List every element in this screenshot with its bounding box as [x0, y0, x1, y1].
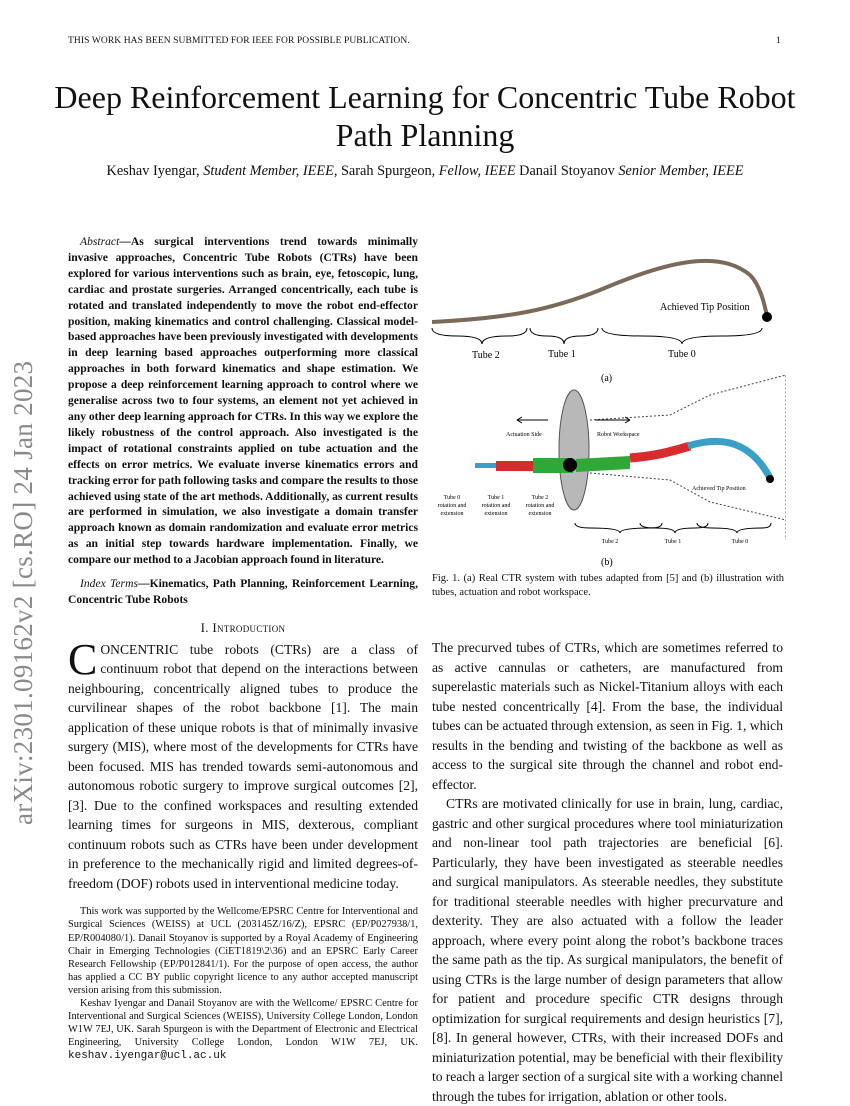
first-word: ONCENTRIC — [100, 641, 179, 657]
index-terms: Index Terms—Kinematics, Path Planning, R… — [68, 576, 418, 608]
brace-tube1 — [529, 327, 599, 345]
workspace-label: Robot Workspace — [597, 432, 640, 438]
abstract-text: —As surgical interventions trend towards… — [68, 235, 418, 567]
actuator-label: Tube 0 — [444, 495, 461, 501]
affiliation-text: Keshav Iyengar and Danail Stoyanov are w… — [68, 998, 418, 1049]
entry-point — [563, 458, 577, 472]
actuator-label: extension — [441, 511, 464, 517]
tube-label: Tube 1 — [548, 349, 576, 360]
tip-marker — [762, 312, 772, 322]
section-heading: I. Introduction — [200, 619, 286, 635]
index-terms-text: —Kinematics, Path Planning, Reinforcemen… — [68, 577, 418, 606]
figure-1: Achieved Tip Position Tube 2 Tube 1 Tube… — [431, 258, 786, 568]
footnotes: This work was supported by the Wellcome/… — [68, 893, 418, 1063]
tube0-actuation — [475, 463, 497, 468]
entry-plate — [558, 389, 590, 511]
figure-1a: Achieved Tip Position Tube 2 Tube 1 Tube… — [431, 258, 772, 384]
tip-marker — [766, 475, 774, 483]
brace-tube0 — [601, 327, 763, 345]
author-name: Sarah Spurgeon, — [337, 163, 439, 179]
index-terms-label: Index Terms — [80, 577, 138, 591]
actuator-label: Tube 2 — [532, 495, 549, 501]
author-name: Keshav Iyengar, — [106, 163, 204, 179]
tube-label: Tube 2 — [472, 350, 500, 361]
affiliation-footnote: Keshav Iyengar and Danail Stoyanov are w… — [68, 997, 418, 1063]
actuation-arrow — [516, 416, 548, 424]
author-name: Danail Stoyanov — [515, 163, 619, 179]
left-column: Abstract—As surgical interventions trend… — [68, 234, 418, 1063]
right-column: The precurved tubes of CTRs, which are s… — [432, 638, 783, 1106]
subfigure-label: (b) — [601, 557, 613, 568]
intro-paragraph: C ONCENTRIC tube robots (CTRs) are a clas… — [68, 634, 418, 894]
actuator-label: extension — [529, 511, 552, 517]
author-role: Fellow, IEEE — [438, 163, 516, 179]
actuation-label: Actuation Side — [506, 432, 542, 438]
tip-label: Achieved Tip Position — [692, 486, 746, 492]
workspace-arrow — [595, 416, 631, 424]
actuator-label: extension — [485, 511, 508, 517]
tube1-actuation — [496, 461, 534, 471]
author-role: Senior Member, IEEE — [618, 163, 744, 179]
tube0-segment — [686, 437, 774, 480]
subfigure-label: (a) — [601, 373, 612, 384]
page-number: 1 — [776, 36, 781, 46]
arxiv-stamp: arXiv:2301.09162v2 [cs.RO] 24 Jan 2023 — [8, 360, 38, 825]
tube-label: Tube 1 — [665, 539, 682, 545]
real-ctr-backbone — [431, 258, 769, 324]
tip-label: Achieved Tip Position — [660, 302, 749, 313]
actuator-label: rotation and — [482, 503, 511, 509]
abstract: Abstract—As surgical interventions trend… — [68, 234, 418, 568]
brace-tube2 — [431, 327, 528, 345]
tube2-actuation — [533, 458, 573, 473]
paper-title: Deep Reinforcement Learning for Concentr… — [54, 79, 796, 153]
paragraph: CTRs are motivated clinically for use in… — [432, 796, 783, 1104]
actuator-label: rotation and — [438, 503, 467, 509]
running-header: THIS WORK HAS BEEN SUBMITTED FOR IEEE FO… — [68, 36, 410, 46]
drop-cap: C — [68, 634, 98, 684]
figure-caption: Fig. 1. (a) Real CTR system with tubes a… — [432, 573, 784, 598]
actuator-label: rotation and — [526, 503, 555, 509]
tube1-segment — [629, 441, 692, 463]
tube2-segment — [576, 456, 630, 472]
author-role: Student Member, IEEE, — [203, 163, 338, 179]
workspace-boundary — [589, 374, 786, 540]
tube-braces — [574, 522, 772, 534]
funding-footnote: This work was supported by the Wellcome/… — [68, 906, 418, 996]
actuator-label: Tube 1 — [488, 495, 505, 501]
tube-label: Tube 2 — [602, 539, 619, 545]
abstract-label: Abstract — [80, 235, 120, 248]
figure-1b: Achieved Tip Position Actuation Side Rob… — [438, 374, 786, 568]
intro-text: tube robots (CTRs) are a class of contin… — [68, 641, 418, 891]
paragraph: The precurved tubes of CTRs, which are s… — [432, 640, 783, 792]
tube-label: Tube 0 — [732, 539, 749, 545]
tube-label: Tube 0 — [668, 349, 696, 360]
authors: Keshav Iyengar, Student Member, IEEE, Sa… — [40, 163, 810, 180]
email-link[interactable]: keshav.iyengar@ucl.ac.uk — [68, 1050, 227, 1063]
